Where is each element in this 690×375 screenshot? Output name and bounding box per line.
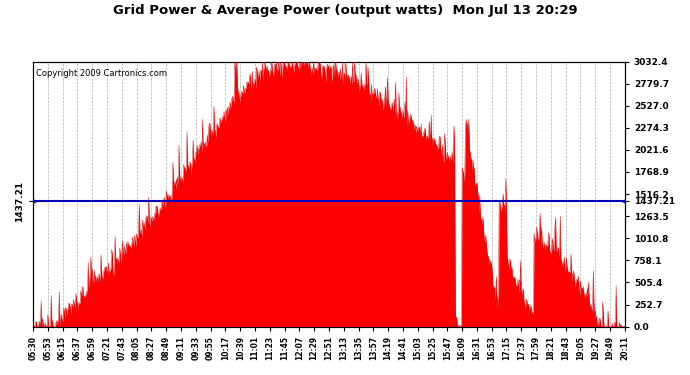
Text: Copyright 2009 Cartronics.com: Copyright 2009 Cartronics.com: [36, 69, 167, 78]
Text: Grid Power & Average Power (output watts)  Mon Jul 13 20:29: Grid Power & Average Power (output watts…: [112, 4, 578, 17]
